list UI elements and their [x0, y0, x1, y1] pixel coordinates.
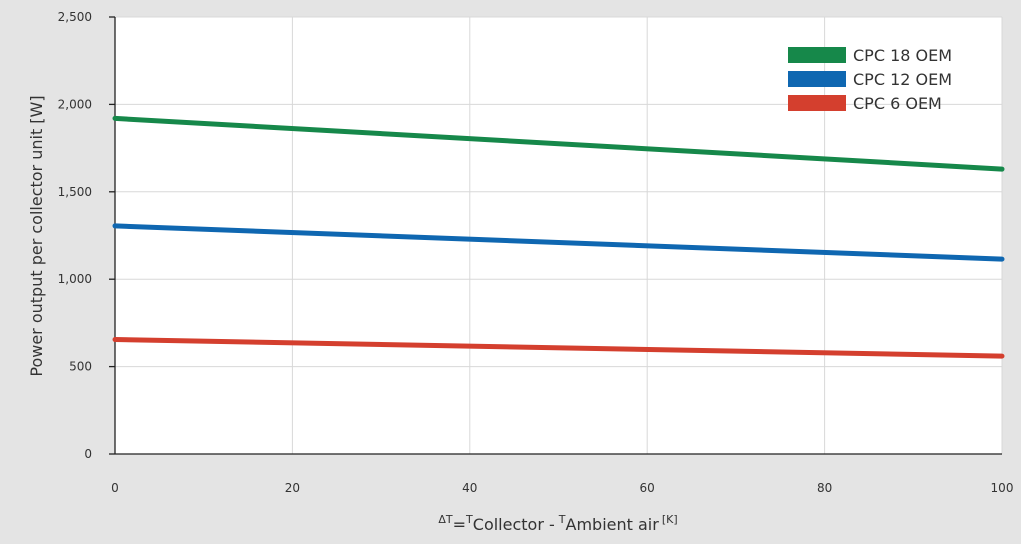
y-tick-label: 500	[69, 360, 92, 374]
x-axis-unit: [K]	[662, 513, 678, 526]
x-axis-delta: ΔT	[438, 513, 453, 526]
x-axis-t1: T	[465, 513, 473, 526]
series-line-cpc-12-oem	[112, 223, 1005, 262]
y-tick-label: 2,500	[58, 10, 92, 24]
x-tick-label: 40	[462, 481, 477, 495]
legend: CPC 18 OEM CPC 12 OEM CPC 6 OEM	[788, 46, 952, 113]
x-tick-label: 100	[991, 481, 1014, 495]
axes	[109, 16, 1002, 455]
x-axis-collector: Collector -	[473, 515, 555, 534]
tick-labels: 0 20 40 60 80 100 0 500 1,000 1,500 2,000 2,500	[58, 10, 1014, 495]
series-lines	[112, 115, 1005, 359]
y-axis-title: Power output per collector unit [W]	[27, 95, 46, 376]
x-tick-label: 60	[640, 481, 655, 495]
x-axis-title: ΔT=TCollector - TAmbient air [K]	[438, 513, 677, 534]
y-tick-label: 1,000	[58, 272, 92, 286]
legend-swatch	[788, 95, 846, 111]
y-tick-label: 0	[84, 447, 92, 461]
x-tick-label: 0	[111, 481, 119, 495]
legend-label: CPC 12 OEM	[853, 70, 952, 89]
grid	[115, 16, 1003, 454]
legend-swatch	[788, 47, 846, 63]
plot-area	[115, 17, 1002, 454]
legend-label: CPC 6 OEM	[853, 94, 942, 113]
series-line-cpc-18-oem	[112, 115, 1005, 172]
x-axis-ambient: Ambient air	[566, 515, 660, 534]
legend-label: CPC 18 OEM	[853, 46, 952, 65]
series-line-cpc-6-oem	[112, 337, 1005, 359]
y-tick-label: 2,000	[58, 97, 92, 111]
x-axis-t2: T	[558, 513, 566, 526]
x-tick-label: 20	[285, 481, 300, 495]
y-tick-label: 1,500	[58, 185, 92, 199]
x-tick-label: 80	[817, 481, 832, 495]
x-axis-equals: =	[453, 515, 466, 534]
legend-swatch	[788, 71, 846, 87]
